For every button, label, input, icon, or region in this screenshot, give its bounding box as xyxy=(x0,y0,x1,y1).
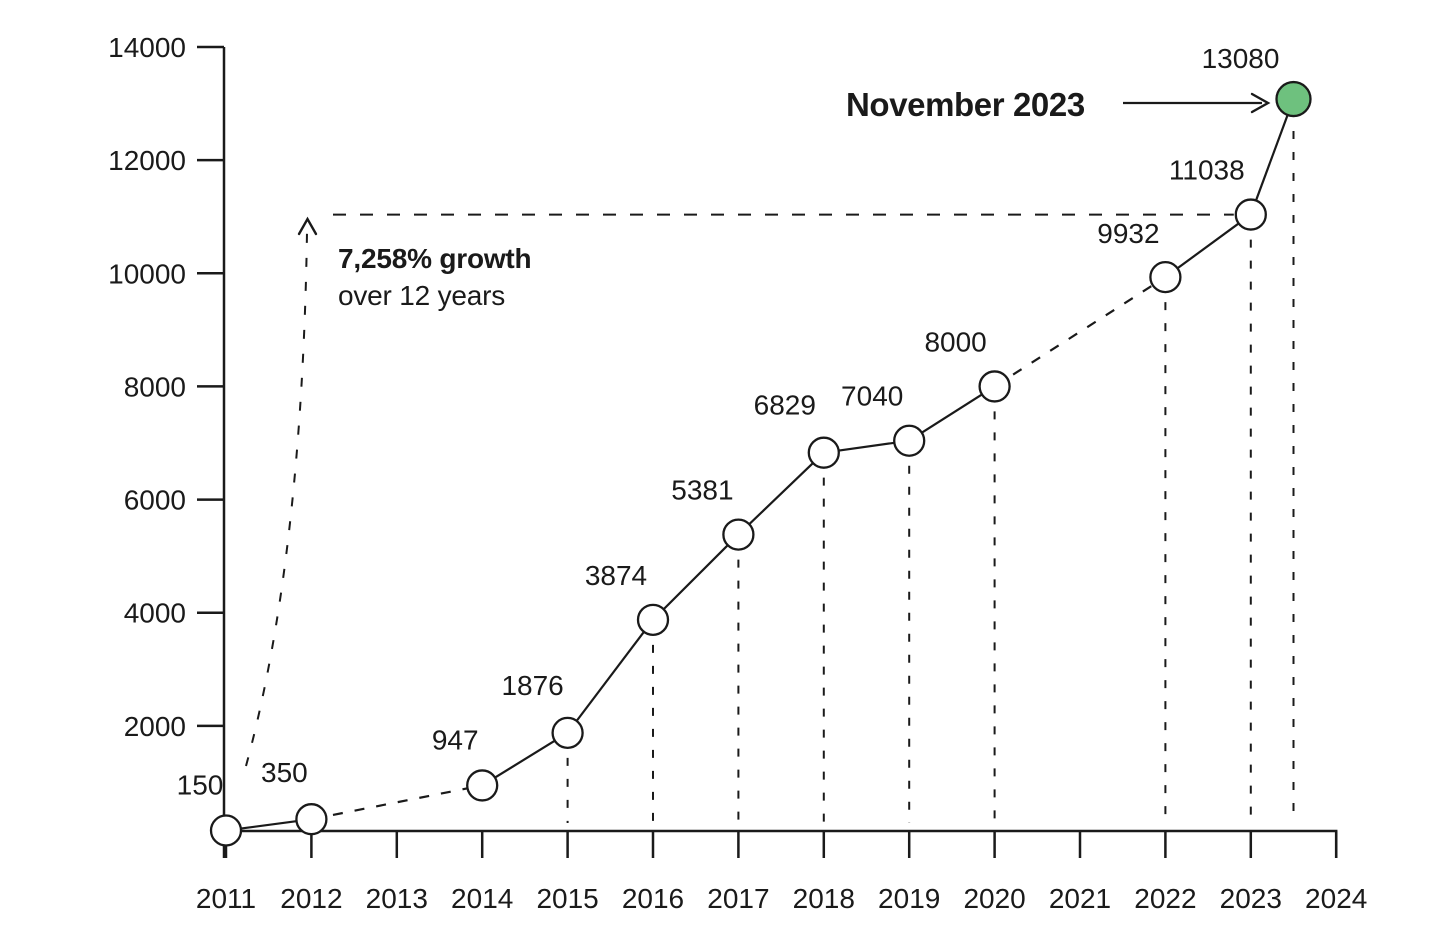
data-point xyxy=(1234,198,1267,231)
x-tick-label: 2018 xyxy=(793,883,855,914)
x-tick-label: 2017 xyxy=(707,883,769,914)
point-value-label: 8000 xyxy=(924,326,986,357)
data-point xyxy=(295,803,328,836)
y-tick-label: 6000 xyxy=(124,485,186,516)
growth-arrow-curve xyxy=(245,231,308,767)
y-tick-label: 8000 xyxy=(124,371,186,402)
growth-annotation-headline: 7,258% growth xyxy=(338,243,532,274)
series-segment xyxy=(1249,98,1295,215)
y-tick-label: 12000 xyxy=(108,145,186,176)
series-segment xyxy=(566,619,654,734)
point-value-label: 5381 xyxy=(671,475,733,506)
x-tick-label: 2014 xyxy=(451,883,513,914)
series-segment xyxy=(481,731,569,787)
x-tick-label: 2012 xyxy=(280,883,342,914)
y-tick-label: 2000 xyxy=(124,711,186,742)
x-tick-label: 2023 xyxy=(1220,883,1282,914)
callout-arrowhead-icon xyxy=(1250,92,1271,114)
data-point xyxy=(209,814,243,847)
data-point xyxy=(1149,260,1182,294)
data-point-highlight xyxy=(1275,80,1312,118)
x-tick-label: 2020 xyxy=(963,883,1025,914)
series-segment xyxy=(1164,213,1252,279)
x-tick-label: 2016 xyxy=(622,883,684,914)
data-point xyxy=(466,769,499,802)
point-value-label: 9932 xyxy=(1097,218,1159,249)
point-value-label: 11038 xyxy=(1169,155,1245,186)
data-point xyxy=(978,370,1011,403)
data-point xyxy=(722,518,755,551)
y-tick-label: 14000 xyxy=(108,32,186,63)
callout-november-2023: November 2023 xyxy=(846,86,1085,123)
point-value-label: 1876 xyxy=(501,670,563,701)
growth-annotation: 7,258% growth over 12 years xyxy=(338,240,532,314)
data-point xyxy=(807,436,840,469)
y-tick-label: 10000 xyxy=(108,258,186,289)
point-value-label: 150 xyxy=(177,770,224,801)
growth-arrowhead-icon xyxy=(297,216,318,236)
data-point xyxy=(636,603,670,636)
x-tick-label: 2024 xyxy=(1305,883,1367,914)
x-tick-label: 2019 xyxy=(878,883,940,914)
x-tick-label: 2011 xyxy=(196,883,256,914)
x-axis-line xyxy=(224,829,1338,858)
data-point xyxy=(551,716,584,750)
x-tick-label: 2013 xyxy=(366,883,428,914)
series-segment xyxy=(908,385,996,442)
data-point xyxy=(893,424,926,457)
y-tick-label: 4000 xyxy=(124,598,186,629)
point-value-label: 350 xyxy=(261,757,308,788)
series-segment-dashed xyxy=(311,784,483,821)
point-value-label: 13080 xyxy=(1202,43,1280,74)
series-segment xyxy=(737,451,825,536)
growth-annotation-subline: over 12 years xyxy=(338,280,506,311)
series-segment-dashed xyxy=(994,276,1166,388)
series-segment xyxy=(652,533,740,621)
point-value-label: 7040 xyxy=(841,381,903,412)
point-value-label: 3874 xyxy=(585,560,647,591)
x-tick-label: 2021 xyxy=(1049,883,1111,914)
x-tick-label: 2015 xyxy=(536,883,598,914)
x-tick-label: 2022 xyxy=(1134,883,1196,914)
point-value-label: 947 xyxy=(432,724,479,755)
point-value-label: 6829 xyxy=(754,390,816,421)
